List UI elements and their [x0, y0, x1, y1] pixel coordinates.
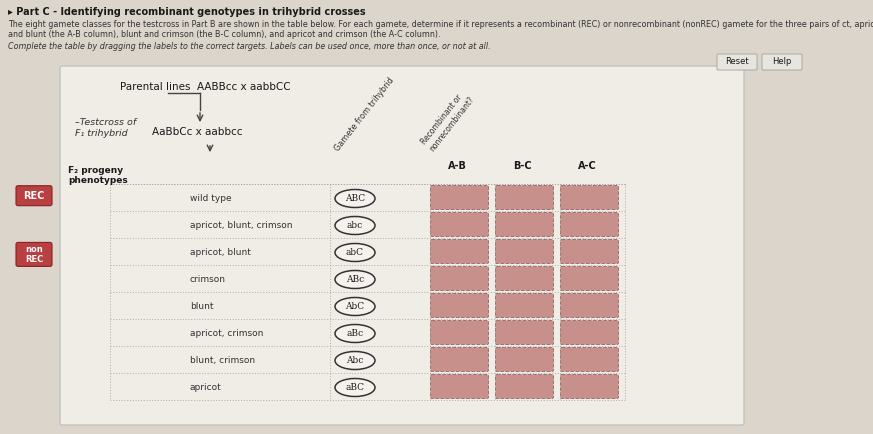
Text: Parental lines  AABBcc x aabbCC: Parental lines AABBcc x aabbCC [120, 82, 291, 92]
Text: apricot, crimson: apricot, crimson [190, 329, 264, 338]
Text: ABc: ABc [346, 275, 364, 284]
Text: REC: REC [24, 191, 45, 201]
FancyBboxPatch shape [717, 54, 757, 70]
FancyBboxPatch shape [496, 240, 553, 263]
Text: crimson: crimson [190, 275, 226, 284]
Ellipse shape [335, 325, 375, 342]
FancyBboxPatch shape [430, 240, 489, 263]
Text: Recombinant or
nonrecombinant?: Recombinant or nonrecombinant? [420, 88, 477, 153]
Text: Gamete from trihybrid: Gamete from trihybrid [333, 76, 396, 153]
FancyBboxPatch shape [16, 186, 52, 206]
Ellipse shape [335, 270, 375, 289]
Text: A-C: A-C [578, 161, 596, 171]
Ellipse shape [335, 190, 375, 207]
FancyBboxPatch shape [430, 320, 489, 345]
FancyBboxPatch shape [430, 293, 489, 318]
FancyBboxPatch shape [430, 266, 489, 290]
Text: The eight gamete classes for the testcross in Part B are shown in the table belo: The eight gamete classes for the testcro… [8, 20, 873, 29]
Text: phenotypes: phenotypes [68, 176, 127, 185]
Text: ABC: ABC [345, 194, 365, 203]
Text: blunt: blunt [190, 302, 214, 311]
Text: abc: abc [347, 221, 363, 230]
FancyBboxPatch shape [496, 320, 553, 345]
FancyBboxPatch shape [560, 185, 618, 210]
Text: blunt, crimson: blunt, crimson [190, 356, 255, 365]
FancyBboxPatch shape [560, 293, 618, 318]
Text: Abc: Abc [347, 356, 364, 365]
Ellipse shape [335, 217, 375, 234]
Text: apricot, blunt: apricot, blunt [190, 248, 251, 257]
Text: wild type: wild type [190, 194, 231, 203]
Ellipse shape [335, 243, 375, 262]
FancyBboxPatch shape [496, 213, 553, 237]
FancyBboxPatch shape [430, 375, 489, 398]
Text: AaBbCc x aabbcc: AaBbCc x aabbcc [152, 127, 243, 137]
Text: AbC: AbC [346, 302, 365, 311]
FancyBboxPatch shape [560, 375, 618, 398]
Text: A-B: A-B [448, 161, 466, 171]
FancyBboxPatch shape [496, 266, 553, 290]
FancyBboxPatch shape [560, 320, 618, 345]
FancyBboxPatch shape [430, 348, 489, 372]
Text: aBc: aBc [347, 329, 363, 338]
Ellipse shape [335, 378, 375, 397]
FancyBboxPatch shape [496, 293, 553, 318]
FancyBboxPatch shape [430, 185, 489, 210]
FancyBboxPatch shape [496, 185, 553, 210]
FancyBboxPatch shape [496, 375, 553, 398]
FancyBboxPatch shape [430, 213, 489, 237]
Text: ▸ Part C - Identifying recombinant genotypes in trihybrid crosses: ▸ Part C - Identifying recombinant genot… [8, 7, 366, 17]
Text: Reset: Reset [725, 57, 749, 66]
Ellipse shape [335, 352, 375, 369]
FancyBboxPatch shape [560, 213, 618, 237]
Text: F₂ progeny: F₂ progeny [68, 166, 123, 175]
Text: Complete the table by dragging the labels to the correct targets. Labels can be : Complete the table by dragging the label… [8, 42, 491, 51]
FancyBboxPatch shape [762, 54, 802, 70]
Text: and blunt (the A-B column), blunt and crimson (the B-C column), and apricot and : and blunt (the A-B column), blunt and cr… [8, 30, 441, 39]
Text: Help: Help [773, 57, 792, 66]
FancyBboxPatch shape [560, 240, 618, 263]
Text: F₁ trihybrid: F₁ trihybrid [75, 129, 127, 138]
Text: non
REC: non REC [24, 245, 43, 264]
Text: apricot, blunt, crimson: apricot, blunt, crimson [190, 221, 292, 230]
FancyBboxPatch shape [560, 266, 618, 290]
Ellipse shape [335, 297, 375, 316]
Text: abC: abC [346, 248, 364, 257]
Text: apricot: apricot [190, 383, 222, 392]
FancyBboxPatch shape [496, 348, 553, 372]
Text: aBC: aBC [346, 383, 365, 392]
Text: –Testcross of: –Testcross of [75, 118, 136, 127]
Text: B-C: B-C [512, 161, 532, 171]
FancyBboxPatch shape [60, 66, 744, 425]
FancyBboxPatch shape [560, 348, 618, 372]
FancyBboxPatch shape [16, 243, 52, 266]
